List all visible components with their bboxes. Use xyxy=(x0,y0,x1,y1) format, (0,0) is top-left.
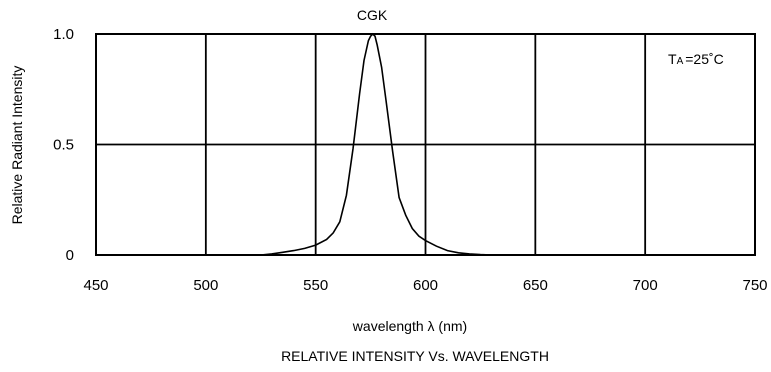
y-axis-label: Relative Radiant Intensity xyxy=(9,66,25,225)
x-axis-ticks: 450 500 550 600 650 700 750 xyxy=(83,277,767,294)
x-tick-label: 650 xyxy=(523,277,548,294)
chart-top-label: CGK xyxy=(357,7,388,23)
annotation-rest: =25˚C xyxy=(685,51,724,67)
x-tick-label: 700 xyxy=(633,277,658,294)
annotation-subscript: A xyxy=(677,56,684,67)
x-tick-label: 600 xyxy=(413,277,438,294)
x-tick-label: 450 xyxy=(83,277,108,294)
y-tick-label: 0 xyxy=(66,247,74,264)
y-tick-label: 1.0 xyxy=(53,26,74,43)
y-axis-ticks: 0 0.5 1.0 xyxy=(53,26,74,264)
x-tick-label: 500 xyxy=(193,277,218,294)
grid xyxy=(96,34,755,255)
temperature-annotation: TA =25˚C xyxy=(668,51,724,67)
y-tick-label: 0.5 xyxy=(53,137,74,154)
x-axis-label: wavelength λ (nm) xyxy=(352,318,467,334)
intensity-curve xyxy=(260,32,492,256)
plot-frame xyxy=(95,33,756,256)
x-tick-label: 750 xyxy=(742,277,767,294)
x-tick-label: 550 xyxy=(303,277,328,294)
chart-caption: RELATIVE INTENSITY Vs. WAVELENGTH xyxy=(281,348,549,364)
annotation-main: T xyxy=(668,51,677,67)
